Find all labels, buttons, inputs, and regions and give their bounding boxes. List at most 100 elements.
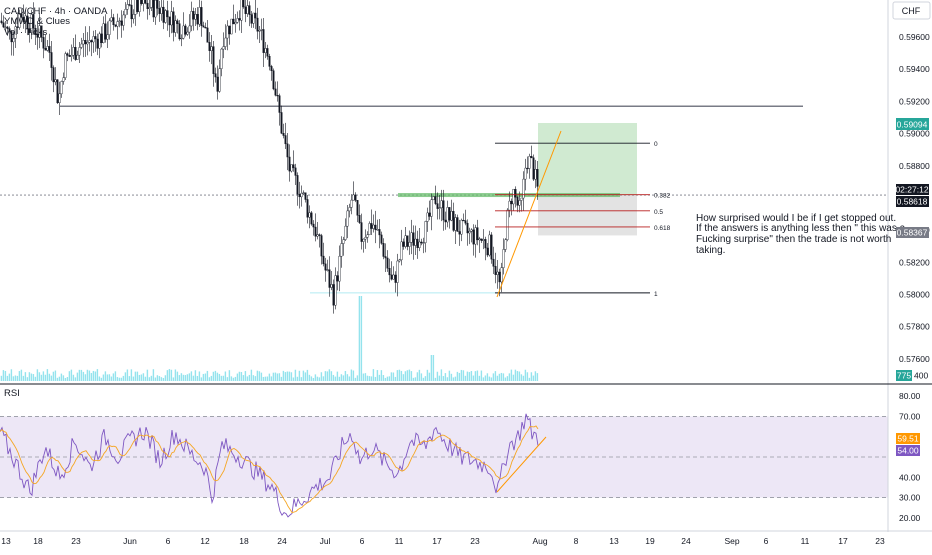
candle-body[interactable] [158, 8, 161, 14]
candle-body[interactable] [522, 178, 525, 199]
candle-body[interactable] [424, 221, 427, 243]
candle-body[interactable] [60, 81, 63, 95]
candle-body[interactable] [34, 27, 37, 35]
candle-body[interactable] [284, 135, 287, 145]
candle-body[interactable] [108, 20, 111, 35]
rsi-ma-line[interactable] [0, 425, 539, 514]
candle-body[interactable] [338, 255, 341, 282]
candle-body[interactable] [168, 16, 171, 26]
candle-body[interactable] [352, 194, 355, 201]
candle-body[interactable] [348, 207, 351, 212]
candle-body[interactable] [324, 263, 327, 271]
candle-body[interactable] [30, 14, 33, 33]
candle-body[interactable] [482, 239, 485, 241]
candle-body[interactable] [534, 169, 537, 180]
candle-body[interactable] [232, 18, 235, 25]
candle-body[interactable] [410, 232, 413, 243]
candle-body[interactable] [350, 199, 353, 208]
candle-body[interactable] [512, 188, 515, 205]
candle-body[interactable] [486, 247, 489, 256]
candle-body[interactable] [492, 258, 495, 267]
candle-body[interactable] [536, 169, 539, 187]
candle-body[interactable] [326, 269, 329, 271]
candle-body[interactable] [316, 234, 319, 237]
candle-body[interactable] [374, 224, 377, 231]
candle-body[interactable] [468, 231, 471, 234]
candle-body[interactable] [488, 234, 491, 256]
candle-body[interactable] [372, 224, 375, 229]
candle-body[interactable] [322, 255, 325, 265]
candle-body[interactable] [226, 25, 229, 39]
candle-body[interactable] [258, 30, 261, 32]
candle-body[interactable] [82, 40, 85, 45]
candle-body[interactable] [446, 207, 449, 223]
candle-body[interactable] [130, 4, 133, 20]
candle-body[interactable] [290, 164, 293, 172]
candle-body[interactable] [22, 17, 25, 23]
candle-body[interactable] [16, 26, 19, 28]
candle-body[interactable] [188, 25, 191, 33]
candle-body[interactable] [182, 25, 185, 39]
candle-body[interactable] [76, 54, 79, 60]
candle-body[interactable] [246, 5, 249, 14]
candle-body[interactable] [154, 0, 157, 18]
stop-zone[interactable] [538, 195, 637, 236]
candle-body[interactable] [496, 271, 499, 275]
candle-body[interactable] [436, 203, 439, 209]
candle-body[interactable] [414, 238, 417, 246]
candle-body[interactable] [444, 219, 447, 223]
candle-body[interactable] [126, 4, 129, 10]
candle-body[interactable] [2, 22, 5, 28]
candle-body[interactable] [408, 242, 411, 247]
candle-body[interactable] [54, 79, 57, 83]
candle-body[interactable] [92, 36, 95, 43]
candle-body[interactable] [4, 26, 7, 28]
candle-body[interactable] [122, 14, 125, 26]
candle-body[interactable] [52, 67, 55, 83]
candle-body[interactable] [210, 46, 213, 51]
candle-body[interactable] [228, 25, 231, 35]
candle-body[interactable] [398, 259, 401, 262]
candle-body[interactable] [314, 226, 317, 237]
candle-body[interactable] [58, 93, 61, 104]
candle-body[interactable] [186, 31, 189, 35]
candle-body[interactable] [452, 211, 455, 231]
candle-body[interactable] [378, 229, 381, 236]
candle-body[interactable] [336, 275, 339, 282]
candle-body[interactable] [116, 21, 119, 27]
candle-body[interactable] [178, 23, 181, 40]
candle-body[interactable] [110, 17, 113, 22]
candle-body[interactable] [462, 219, 465, 222]
candle-body[interactable] [504, 239, 507, 250]
candle-body[interactable] [380, 234, 383, 244]
candle-body[interactable] [198, 7, 201, 25]
candle-body[interactable] [478, 238, 481, 241]
candle-body[interactable] [80, 43, 83, 48]
candle-body[interactable] [254, 12, 257, 19]
candle-body[interactable] [282, 133, 285, 136]
candle-body[interactable] [156, 0, 159, 9]
candle-body[interactable] [458, 231, 461, 235]
candle-body[interactable] [260, 29, 263, 31]
candle-body[interactable] [430, 199, 433, 217]
candle-body[interactable] [334, 275, 337, 306]
candle-body[interactable] [6, 26, 9, 29]
candle-body[interactable] [274, 88, 277, 96]
candle-body[interactable] [152, 0, 155, 18]
candle-body[interactable] [238, 18, 241, 21]
candle-body[interactable] [208, 42, 211, 51]
candle-body[interactable] [514, 188, 517, 198]
candle-body[interactable] [180, 37, 183, 40]
candle-body[interactable] [200, 7, 203, 27]
candle-body[interactable] [428, 212, 431, 217]
candle-body[interactable] [42, 37, 45, 49]
candle-body[interactable] [212, 46, 215, 74]
candle-body[interactable] [454, 217, 457, 231]
candle-body[interactable] [174, 20, 177, 33]
candle-body[interactable] [432, 196, 435, 200]
candle-body[interactable] [14, 26, 17, 39]
candle-body[interactable] [252, 12, 255, 24]
candle-body[interactable] [0, 20, 3, 23]
candle-body[interactable] [344, 225, 347, 240]
